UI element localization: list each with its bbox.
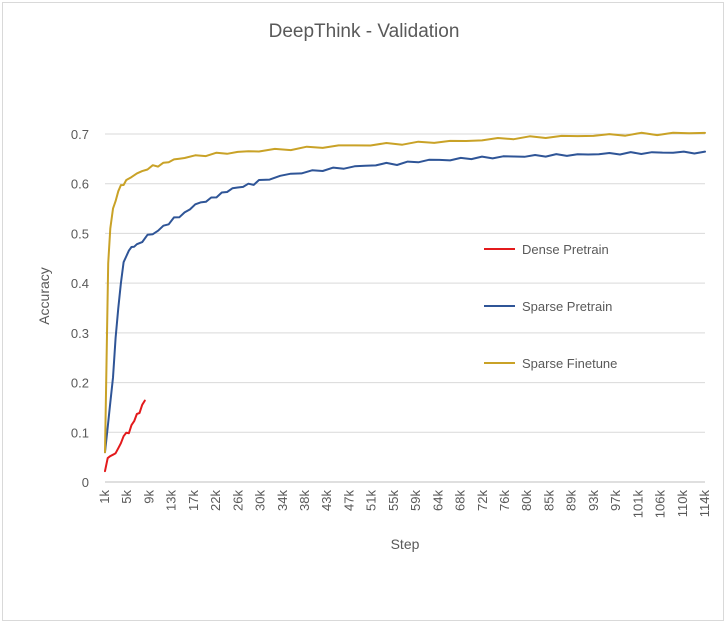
x-tick-label: 43k — [319, 490, 334, 511]
series-line-dense-pretrain — [104, 399, 146, 473]
x-tick-label: 76k — [497, 490, 512, 511]
y-tick-label: 0 — [82, 475, 89, 490]
x-axis-title: Step — [391, 536, 420, 552]
x-tick-label: 114k — [697, 490, 712, 518]
x-tick-label: 5k — [119, 490, 134, 504]
x-tick-label: 1k — [97, 490, 112, 504]
y-tick-label: 0.5 — [71, 226, 89, 241]
x-tick-label: 64k — [430, 490, 445, 511]
x-tick-label: 9k — [141, 490, 156, 504]
x-tick-label: 85k — [541, 490, 556, 511]
x-tick-label: 51k — [364, 490, 379, 511]
y-tick-label: 0.6 — [71, 177, 89, 192]
x-tick-label: 89k — [564, 490, 579, 511]
x-tick-label: 55k — [386, 490, 401, 511]
chart-title: DeepThink - Validation — [269, 21, 460, 42]
y-tick-labels: 0 0.1 0.2 0.3 0.4 0.5 0.6 0.7 — [71, 127, 89, 490]
x-tick-label: 47k — [341, 490, 356, 511]
series-layer — [104, 131, 706, 473]
y-axis-title: Accuracy — [36, 267, 52, 325]
x-tick-label: 59k — [408, 490, 423, 511]
series-line-sparse-pretrain — [104, 150, 706, 454]
x-tick-label: 17k — [186, 490, 201, 511]
legend-label: Sparse Pretrain — [522, 299, 612, 314]
x-tick-label: 72k — [475, 490, 490, 511]
x-tick-label: 34k — [275, 490, 290, 511]
y-tick-label: 0.4 — [71, 276, 89, 291]
y-tick-label: 0.2 — [71, 376, 89, 391]
x-tick-labels: 1k 5k 9k 13k 17k 22k 26k 30k 34k 38k 43k 47k 51k 55k 5… — [97, 490, 712, 519]
x-tick-label: 110k — [675, 490, 690, 518]
x-tick-label: 30k — [253, 490, 268, 511]
gridlines — [105, 133, 705, 433]
x-tick-label: 93k — [586, 490, 601, 511]
legend-label: Sparse Finetune — [522, 356, 617, 371]
x-tick-label: 13k — [164, 490, 179, 511]
y-tick-label: 0.1 — [71, 425, 89, 440]
series-line-sparse-finetune — [104, 131, 706, 454]
y-tick-label: 0.7 — [71, 127, 89, 142]
x-tick-label: 101k — [630, 490, 645, 519]
x-tick-label: 106k — [653, 490, 668, 519]
x-tick-label: 38k — [297, 490, 312, 511]
y-tick-label: 0.3 — [71, 326, 89, 341]
x-tick-label: 26k — [230, 490, 245, 511]
x-tick-label: 68k — [453, 490, 468, 511]
x-tick-label: 22k — [208, 490, 223, 511]
x-tick-label: 97k — [608, 490, 623, 511]
legend: Dense Pretrain Sparse Pretrain Sparse Fine… — [484, 242, 617, 371]
legend-label: Dense Pretrain — [522, 242, 609, 257]
x-tick-label: 80k — [519, 490, 534, 511]
